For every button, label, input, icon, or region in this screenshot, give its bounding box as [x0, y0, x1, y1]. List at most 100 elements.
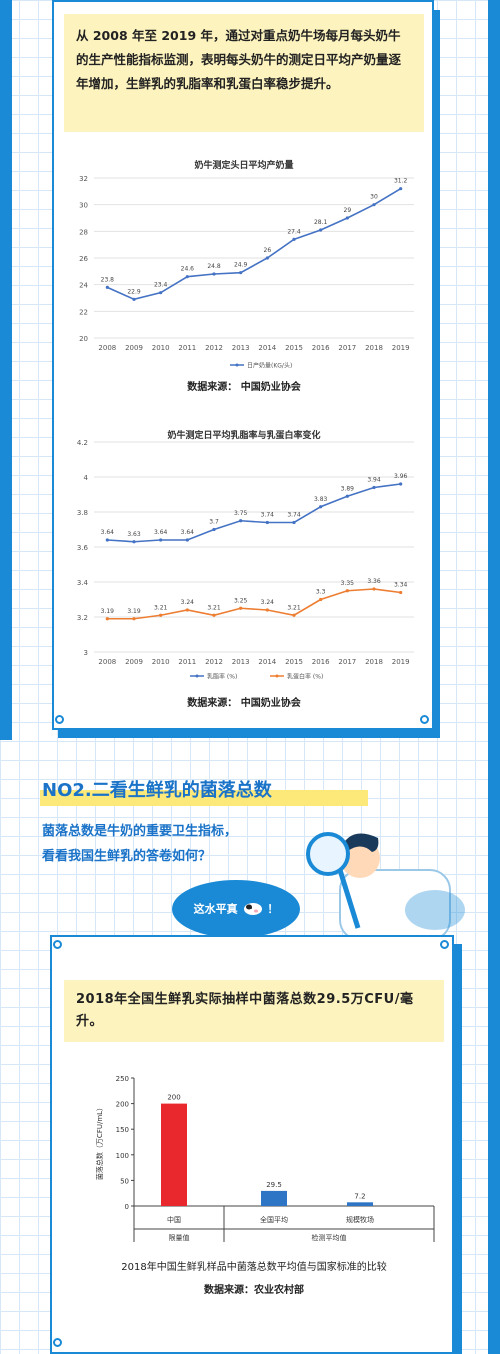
data-point: [292, 613, 296, 617]
section-heading: NO2.二看生鲜乳的菌落总数: [42, 780, 272, 801]
category-label: 规模牧场: [346, 1215, 374, 1224]
data-label: 3.34: [394, 582, 408, 589]
legend-marker: [195, 674, 199, 678]
y-tick-label: 3: [84, 649, 88, 657]
x-tick-label: 2016: [312, 344, 330, 352]
series-line: [107, 483, 401, 543]
data-point: [399, 590, 403, 595]
milk-yield-line-chart: 20 22 24 26 28 30 32 2008 2009 2010 2011 2012 2013 20…: [79, 175, 414, 370]
section-line-2: 看看我国生鲜乳的答卷如何？: [42, 849, 212, 864]
data-point: [319, 597, 323, 602]
data-source: 数据来源：农业农村部: [204, 1285, 304, 1296]
legend-label: 日产奶量(KG/头): [247, 362, 292, 370]
data-point: [372, 485, 376, 490]
data-label: 3.21: [154, 604, 168, 611]
data-label: 3.7: [209, 519, 219, 526]
intro-paragraph: 从 2008 年至 2019 年，通过对重点奶牛场每月每头奶牛的生产性能指标监测…: [64, 14, 424, 132]
data-label: 3.24: [261, 599, 275, 606]
data-point: [345, 216, 349, 220]
legend-marker: [275, 674, 279, 678]
card-corner-dot: [420, 715, 429, 724]
x-tick-label: 2012: [205, 344, 223, 352]
x-tick-label: 2019: [392, 344, 410, 352]
cow-icon: [242, 900, 264, 919]
legend-label: 乳蛋白率 (%): [287, 673, 323, 681]
card-corner-dot: [55, 715, 64, 724]
y-tick-label: 30: [79, 202, 88, 210]
data-label: 3.64: [101, 529, 115, 536]
data-label: 3.24: [181, 599, 195, 606]
data-point: [239, 519, 243, 523]
data-label: 3.64: [154, 529, 168, 536]
data-label: 23.8: [101, 276, 115, 283]
y-tick-label: 3.8: [77, 509, 88, 517]
x-tick-label: 2015: [285, 344, 303, 352]
y-tick-label: 0: [125, 1203, 129, 1211]
data-label: 22.9: [127, 288, 141, 295]
data-point: [372, 203, 376, 207]
data-point: [265, 520, 269, 525]
data-label: 3.3: [316, 589, 326, 596]
card-corner-dot: [53, 940, 62, 949]
legend-marker: [235, 363, 239, 367]
y-tick-label: 4.2: [77, 439, 88, 447]
intro-text: 从 2008 年至 2019 年，通过对重点奶牛场每月每头奶牛的生产性能指标监测…: [76, 28, 402, 91]
x-tick-label: 2018: [365, 658, 383, 666]
y-tick-label: 200: [116, 1101, 129, 1109]
data-point: [132, 617, 136, 621]
bar: [161, 1103, 187, 1206]
category-label: 中国: [167, 1215, 181, 1224]
data-label: 3.74: [287, 512, 301, 519]
group-label: 检测平均值: [312, 1233, 347, 1242]
data-point: [159, 291, 163, 295]
x-tick-label: 2015: [285, 658, 303, 666]
data-label: 24.8: [207, 263, 221, 270]
x-tick-label: 2012: [205, 658, 223, 666]
chart-caption: 2018年中国生鲜乳样品中菌落总数平均值与国家标准的比较: [121, 1262, 387, 1273]
data-label: 3.94: [367, 477, 381, 484]
data-label: 3.96: [394, 473, 408, 480]
y-tick-label: 250: [116, 1075, 129, 1083]
x-tick-label: 2010: [152, 658, 170, 666]
series-line: [107, 187, 402, 301]
data-label: 24.9: [234, 262, 248, 269]
legend-label: 乳脂率 (%): [207, 673, 237, 681]
card-corner-dot: [440, 940, 449, 949]
data-point: [292, 237, 296, 241]
group-label: 限量值: [169, 1233, 190, 1242]
y-tick-label: 32: [79, 175, 88, 183]
x-tick-label: 2016: [312, 658, 330, 666]
data-label: 26: [264, 247, 272, 254]
data-label: 30: [370, 194, 378, 201]
data-label: 3.35: [341, 580, 355, 587]
data-label: 3.36: [367, 578, 381, 585]
speech-bubble: 这水平真 ！: [172, 880, 300, 938]
y-tick-label: 22: [79, 308, 88, 316]
y-tick-label: 20: [79, 335, 88, 343]
x-tick-label: 2014: [258, 658, 276, 666]
y-axis-label: 菌落总数（万CFU/mL）: [95, 1104, 104, 1180]
x-tick-label: 2013: [232, 658, 250, 666]
x-tick-label: 2009: [125, 658, 143, 666]
bar: [347, 1202, 373, 1206]
bar-value-label: 29.5: [266, 1181, 282, 1189]
y-tick-label: 28: [79, 228, 88, 236]
data-point: [212, 527, 216, 532]
card-corner-dot: [53, 1338, 62, 1347]
data-label: 24.6: [181, 266, 195, 273]
bubble-mark: ！: [267, 902, 279, 916]
scientist-with-magnifier-illustration: [306, 832, 465, 940]
y-tick-label: 3.6: [77, 544, 89, 552]
bar-value-label: 200: [167, 1094, 180, 1102]
data-point: [265, 608, 269, 612]
y-tick-label: 3.2: [77, 614, 88, 622]
x-tick-label: 2010: [152, 344, 170, 352]
data-label: 23.4: [154, 282, 168, 289]
data-point: [345, 589, 349, 593]
fact-box: 2018年全国生鲜乳实际抽样中菌落总数29.5万CFU/毫升。: [64, 980, 444, 1042]
x-tick-label: 2013: [232, 344, 250, 352]
data-label: 3.19: [127, 608, 141, 615]
y-tick-label: 3.4: [77, 579, 89, 587]
data-point: [132, 297, 136, 301]
data-point: [105, 617, 109, 621]
